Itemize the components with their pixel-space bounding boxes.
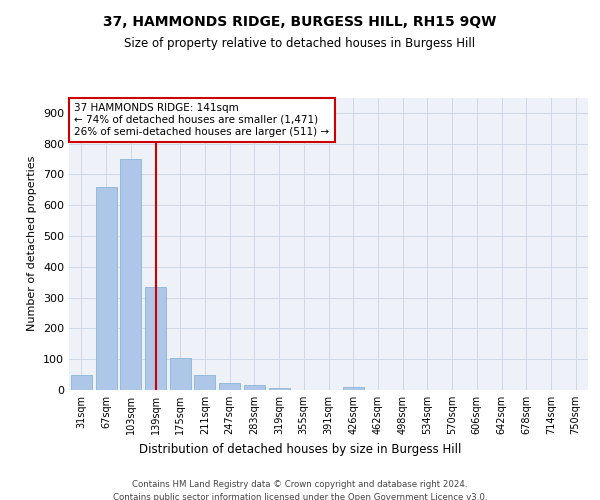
Y-axis label: Number of detached properties: Number of detached properties (28, 156, 37, 332)
Bar (194, 374, 215, 390)
Bar (170, 358, 191, 390)
Text: Size of property relative to detached houses in Burgess Hill: Size of property relative to detached ho… (124, 38, 476, 51)
Bar (219, 383, 240, 390)
Bar (95, 187, 116, 390)
Bar (269, 388, 290, 390)
Bar (120, 159, 141, 390)
Text: Distribution of detached houses by size in Burgess Hill: Distribution of detached houses by size … (139, 442, 461, 456)
Text: Contains HM Land Registry data © Crown copyright and database right 2024.: Contains HM Land Registry data © Crown c… (132, 480, 468, 489)
Text: 37, HAMMONDS RIDGE, BURGESS HILL, RH15 9QW: 37, HAMMONDS RIDGE, BURGESS HILL, RH15 9… (103, 15, 497, 29)
Text: 37 HAMMONDS RIDGE: 141sqm
← 74% of detached houses are smaller (1,471)
26% of se: 37 HAMMONDS RIDGE: 141sqm ← 74% of detac… (74, 104, 329, 136)
Text: Contains public sector information licensed under the Open Government Licence v3: Contains public sector information licen… (113, 492, 487, 500)
Bar (343, 387, 364, 390)
Bar (244, 386, 265, 390)
Bar (71, 374, 92, 390)
Bar (145, 287, 166, 390)
